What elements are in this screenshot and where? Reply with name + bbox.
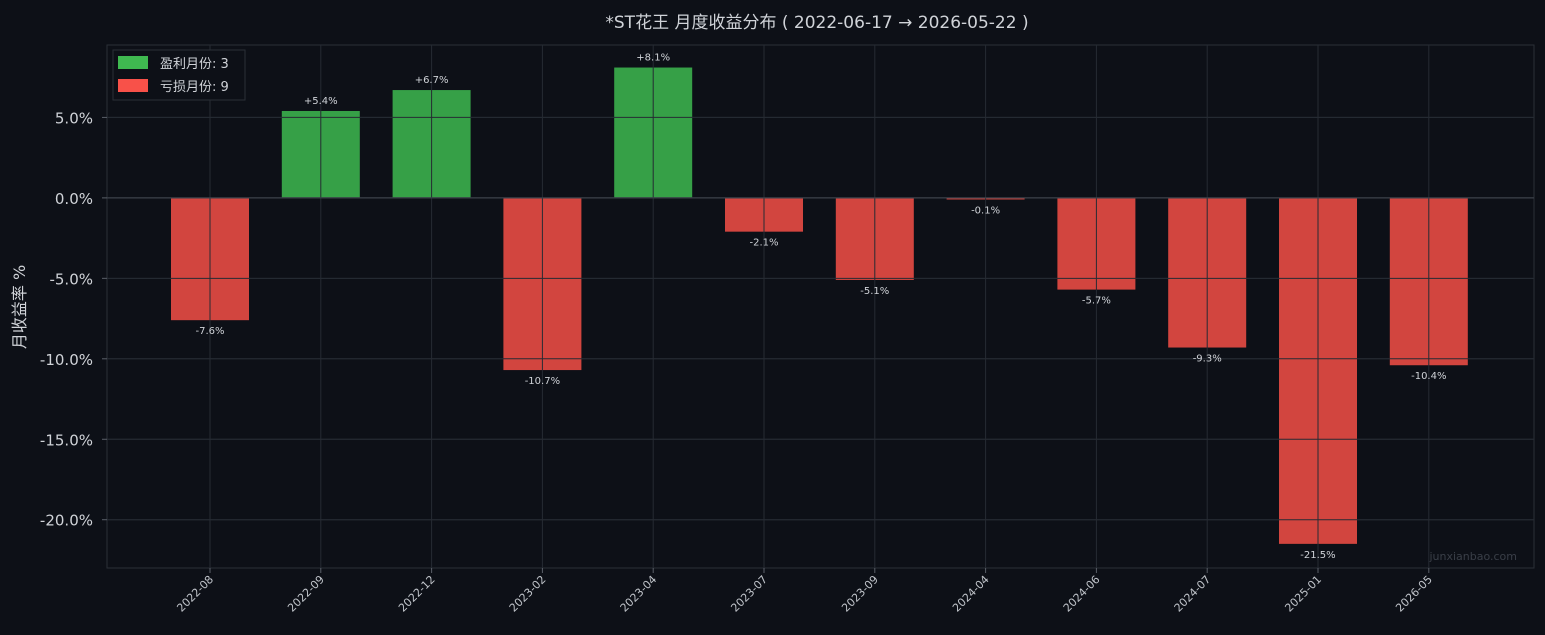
data-label-2026-05: -10.4% — [1411, 371, 1446, 382]
plot-area — [106, 44, 1535, 569]
data-label-2023-02: -10.7% — [525, 376, 560, 387]
legend-swatch-profit — [118, 56, 148, 69]
data-labels-group: -7.6% +5.4% +6.7% -10.7% +8.1% -2.1% -5.1% -0.1… — [195, 53, 1446, 561]
x-tick-label-2024-04: 2024-04 — [950, 573, 992, 615]
y-tick-label: -10.0% — [40, 351, 93, 369]
x-tick-label-2025-01: 2025-01 — [1282, 573, 1324, 615]
data-label-2023-07: -2.1% — [749, 238, 778, 249]
legend-label-loss: 亏损月份: 9 — [160, 80, 229, 95]
x-tick-label-2024-06: 2024-06 — [1061, 573, 1103, 615]
x-tick-label-2023-04: 2023-04 — [618, 573, 660, 615]
y-tick-label: -5.0% — [49, 270, 93, 288]
x-tick-label-2023-07: 2023-07 — [728, 573, 770, 615]
x-axis-ticks: 2022-08 2022-09 2022-12 2023-02 2023-04 2023-… — [174, 568, 1435, 615]
x-tick-label-2023-09: 2023-09 — [839, 573, 881, 615]
data-label-2024-07: -9.3% — [1193, 354, 1222, 365]
y-tick-label: -15.0% — [40, 431, 93, 449]
y-tick-label: -20.0% — [40, 512, 93, 530]
data-label-2022-12: +6.7% — [415, 75, 449, 86]
data-label-2024-04: -0.1% — [971, 205, 1000, 216]
x-tick-label-2024-07: 2024-07 — [1172, 573, 1214, 615]
data-label-2024-06: -5.7% — [1082, 296, 1111, 307]
data-label-2022-09: +5.4% — [304, 96, 338, 107]
y-axis-label: 月收益率 % — [10, 265, 29, 349]
x-tick-label-2022-09: 2022-09 — [285, 573, 327, 615]
data-label-2022-08: -7.6% — [195, 326, 224, 337]
y-tick-label: 5.0% — [55, 109, 93, 127]
data-label-2025-01: -21.5% — [1300, 550, 1335, 561]
watermark: junxianbao.com — [1428, 550, 1517, 563]
legend-swatch-loss — [118, 79, 148, 92]
legend-label-profit: 盈利月份: 3 — [160, 57, 229, 72]
legend: 盈利月份: 3 亏损月份: 9 — [112, 49, 246, 101]
chart-title: *ST花王 月度收益分布 ( 2022-06-17 → 2026-05-22 ) — [605, 13, 1028, 33]
y-axis-ticks: 5.0% 0.0% -5.0% -10.0% -15.0% -20.0% — [40, 109, 107, 530]
x-tick-label-2022-12: 2022-12 — [396, 573, 438, 615]
data-label-2023-09: -5.1% — [860, 286, 889, 297]
x-tick-label-2023-02: 2023-02 — [507, 573, 549, 615]
x-tick-label-2026-05: 2026-05 — [1393, 573, 1435, 615]
y-tick-label: 0.0% — [55, 190, 93, 208]
data-label-2023-04: +8.1% — [636, 53, 670, 64]
x-tick-label-2022-08: 2022-08 — [174, 573, 216, 615]
bars-group — [107, 45, 1534, 568]
